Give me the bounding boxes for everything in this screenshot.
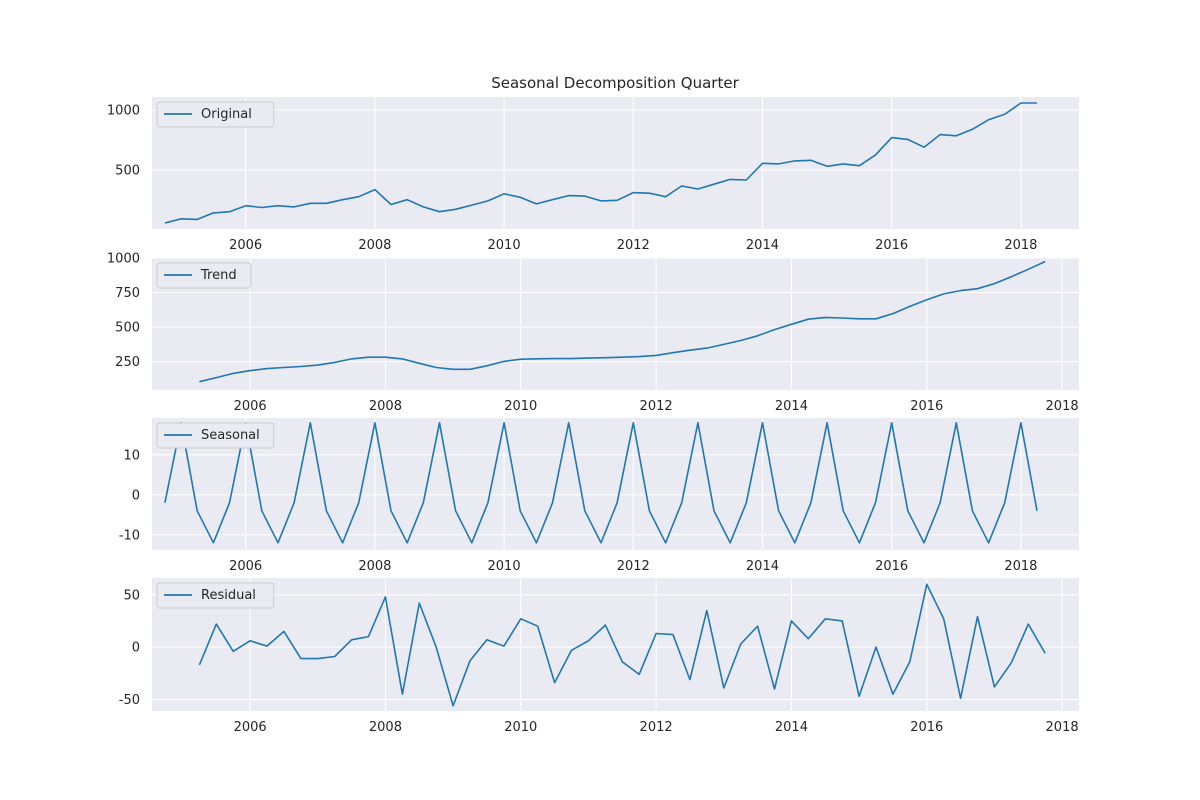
original-y-tick-label: 1000 <box>107 104 140 119</box>
trend-x-tick-label: 2018 <box>1046 399 1079 414</box>
figure-title: Seasonal Decomposition Quarter <box>491 74 739 92</box>
trend-y-tick-label: 750 <box>115 286 140 301</box>
seasonal-x-tick-label: 2008 <box>358 559 391 574</box>
trend-x-tick-label: 2016 <box>910 399 943 414</box>
trend-y-tick-label: 250 <box>115 355 140 370</box>
residual-y-tick-label: -50 <box>119 693 140 708</box>
original-y-tick-label: 500 <box>115 163 140 178</box>
residual-plot-area <box>152 578 1079 711</box>
trend-legend-label: Trend <box>200 268 237 283</box>
original-panel: 2006 2008 2010 2012 2014 2016 2018 500 1000 Origi… <box>107 97 1079 253</box>
residual-x-tick-label: 2008 <box>369 720 402 735</box>
original-series-line <box>164 102 1037 224</box>
trend-y-tick-label: 500 <box>115 321 140 336</box>
original-x-tick-label: 2012 <box>617 238 650 253</box>
seasonal-y-tick-label: -10 <box>119 528 140 543</box>
residual-series-line <box>198 583 1046 707</box>
trend-legend: Trend <box>156 262 252 289</box>
seasonal-x-tick-label: 2006 <box>229 559 262 574</box>
trend-y-tick-label: 1000 <box>107 252 140 267</box>
residual-x-tick-label: 2012 <box>640 720 673 735</box>
original-legend-label: Original <box>201 107 252 122</box>
trend-panel: 2006 2008 2010 2012 2014 2016 2018 250 500 750 100… <box>107 252 1079 414</box>
original-plot-area <box>152 97 1079 229</box>
trend-x-tick-label: 2014 <box>775 399 808 414</box>
trend-x-tick-label: 2006 <box>234 399 267 414</box>
original-x-tick-label: 2018 <box>1004 238 1037 253</box>
original-x-tick-label: 2010 <box>488 238 521 253</box>
seasonal-x-tick-label: 2016 <box>875 559 908 574</box>
residual-y-tick-label: 0 <box>132 641 140 656</box>
original-x-tick-label: 2016 <box>875 238 908 253</box>
seasonal-y-tick-label: 10 <box>123 448 140 463</box>
residual-legend: Residual <box>156 582 275 609</box>
residual-x-tick-label: 2010 <box>504 720 537 735</box>
seasonal-series-line <box>164 421 1038 544</box>
residual-x-tick-label: 2016 <box>910 720 943 735</box>
residual-legend-label: Residual <box>201 588 256 603</box>
seasonal-x-tick-label: 2010 <box>488 559 521 574</box>
seasonal-plot-area <box>152 418 1079 550</box>
residual-y-tick-label: 50 <box>123 588 140 603</box>
trend-x-tick-label: 2010 <box>504 399 537 414</box>
original-x-tick-label: 2008 <box>358 238 391 253</box>
residual-x-tick-label: 2014 <box>775 720 808 735</box>
original-legend: Original <box>156 101 275 128</box>
seasonal-x-tick-label: 2018 <box>1004 559 1037 574</box>
original-legend-box <box>156 101 275 128</box>
seasonal-x-tick-label: 2014 <box>746 559 779 574</box>
trend-series-line <box>199 260 1046 383</box>
original-x-tick-label: 2006 <box>229 238 262 253</box>
seasonal-legend: Seasonal <box>156 422 275 449</box>
residual-panel: 2006 2008 2010 2012 2014 2016 2018 -50 0 50 Residu… <box>119 578 1079 735</box>
trend-plot-area <box>152 258 1079 390</box>
seasonal-y-tick-label: 0 <box>132 488 140 503</box>
seasonal-panel: 2006 2008 2010 2012 2014 2016 2018 -10 0 10 Season… <box>119 418 1079 574</box>
residual-legend-box <box>156 582 275 609</box>
seasonal-legend-label: Seasonal <box>201 428 260 443</box>
residual-x-tick-label: 2018 <box>1046 720 1079 735</box>
trend-x-tick-label: 2008 <box>369 399 402 414</box>
residual-x-tick-label: 2006 <box>234 720 267 735</box>
seasonal-legend-box <box>156 422 275 449</box>
seasonal-x-tick-label: 2012 <box>617 559 650 574</box>
trend-x-tick-label: 2012 <box>640 399 673 414</box>
original-x-tick-label: 2014 <box>746 238 779 253</box>
trend-legend-box <box>156 262 252 289</box>
